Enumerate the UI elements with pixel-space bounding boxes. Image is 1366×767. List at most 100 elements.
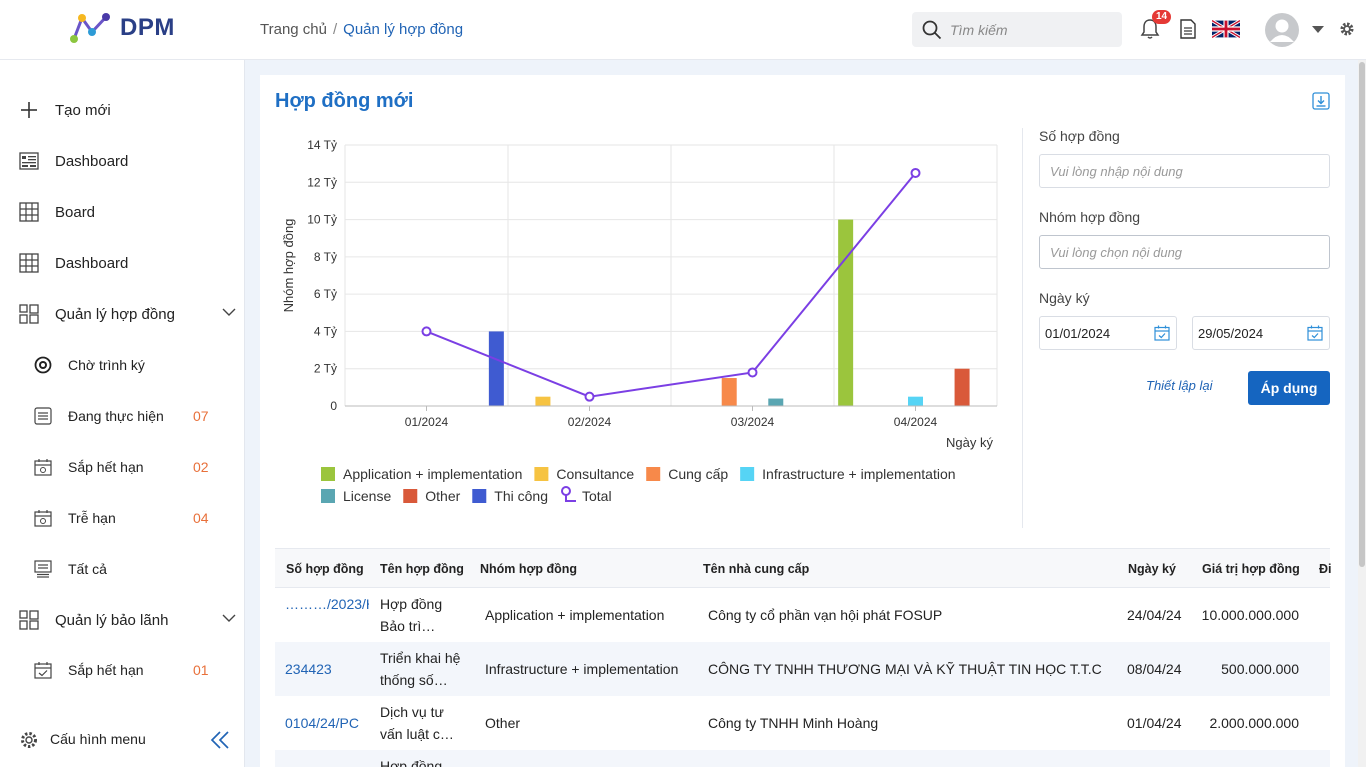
menu-config-label[interactable]: Cấu hình menu [50,731,146,747]
document-icon[interactable] [1180,19,1196,39]
table-row[interactable]: ………/2023/HĐDV Hợp đồng Bảo trì… Applicat… [275,588,1330,642]
column-header[interactable]: Giá trị hợp đồng [1202,562,1300,576]
sidebar-item-label: Trễ hạn [68,510,116,526]
caret-down-icon[interactable] [1312,26,1324,34]
sidebar-item-board[interactable]: Board [0,192,245,232]
contract-number-link[interactable]: ………/2023/HĐDV [285,596,369,612]
contract-value: 10.000.000.000 [1201,607,1299,623]
search-input[interactable] [950,21,1100,38]
y-tick-label: 2 Tỷ [314,362,337,376]
settings-icon[interactable] [19,730,39,750]
apply-button[interactable]: Áp dụng [1248,371,1330,405]
modules-icon [19,304,39,324]
download-icon[interactable] [1312,92,1330,110]
list-icon [34,407,52,425]
card-title: Hợp đồng mới [275,90,414,112]
contract-group: Infrastructure + implementation [485,661,679,677]
contract-name: Triển khai hệ thống số… [380,650,461,688]
date-to-value: 29/05/2024 [1198,325,1264,341]
logo-text: DPM [120,14,175,41]
legend: Application + implementation Consultance C… [321,466,956,504]
count-badge: 02 [193,459,209,475]
legend-swatch [646,467,661,481]
supplier-name: Công ty TNHH Minh Hoàng [708,715,879,731]
column-header[interactable]: Tên hợp đồng [380,562,464,576]
sidebar-item-label: Tất cả [68,561,107,577]
contract-no-input[interactable] [1039,154,1330,188]
sidebar-item-overdue[interactable]: Trễ hạn 04 [0,498,245,538]
column-header[interactable]: Số hợp đồng [286,562,364,576]
sidebar-item-all[interactable]: Tất cả [0,549,245,589]
contract-group-select[interactable] [1039,235,1330,269]
date-to-picker[interactable]: 29/05/2024 [1192,316,1330,350]
search-icon [922,20,942,39]
sidebar-item-dashboard[interactable]: Dashboard [0,141,245,181]
sign-date: 01/04/24 [1127,715,1182,731]
sidebar-item-dashboard-2[interactable]: Dashboard [0,243,245,283]
y-tick-label: 0 [330,399,337,413]
bar [721,378,737,406]
breadcrumb-home[interactable]: Trang chủ [260,21,327,38]
sidebar-item-pending-sign[interactable]: Chờ trình ký [0,345,245,385]
table-row[interactable]: 0104/24/PC Dịch vụ tư vấn luật c… Other … [275,696,1330,750]
column-header[interactable]: Nhóm hợp đồng [480,562,578,576]
chevron-down-icon[interactable] [222,308,236,317]
contract-no-label: Số hợp đồng [1039,128,1120,144]
x-tick-label: 01/2024 [405,415,449,429]
legend-swatch [564,495,576,502]
contract-number-link[interactable]: 234423 [285,661,332,677]
sidebar-item-create[interactable]: Tạo mới [0,90,245,130]
sidebar-item-guarantee-management[interactable]: Quản lý bảo lãnh [0,600,245,640]
legend-label: License [343,488,391,504]
sidebar-item-contract-management[interactable]: Quản lý hợp đồng [0,294,245,334]
logo-icon [70,13,110,43]
legend-swatch [321,489,335,503]
calendar-icon [34,459,52,476]
y-tick-label: 10 Tỷ [307,213,337,227]
sidebar-item-guarantee-expiring[interactable]: Sắp hết hạn 01 [0,650,245,690]
table-row[interactable]: Hợp đồng [275,750,1330,767]
sidebar-item-in-progress[interactable]: Đang thực hiện 07 [0,396,245,436]
supplier-name: CÔNG TY TNHH THƯƠNG MẠI VÀ KỸ THUẬT TIN … [708,661,1102,677]
page-scrollbar[interactable] [1358,60,1366,767]
legend-swatch [560,486,571,496]
contract-group-label: Nhóm hợp đồng [1039,209,1141,225]
table-row[interactable]: 234423 Triển khai hệ thống số… Infrastru… [275,642,1330,696]
sidebar-item-label: Sắp hết hạn [68,662,144,678]
breadcrumb-current[interactable]: Quản lý hợp đồng [343,21,464,38]
column-header[interactable]: Đi [1319,562,1332,576]
calendar-icon [1154,325,1170,341]
logo[interactable]: DPM [70,12,175,44]
calendar-check-icon [34,662,52,679]
scrollbar-thumb[interactable] [1359,62,1365,567]
reset-button[interactable]: Thiết lập lại [1146,378,1213,393]
chevron-down-icon[interactable] [222,614,236,623]
contract-name: Hợp đồng [380,758,443,767]
uk-flag-icon[interactable] [1212,20,1240,38]
dashboard-icon [19,152,39,170]
y-axis-label: Nhóm hợp đồng [281,219,296,313]
sidebar-item-label: Đang thực hiện [68,408,164,424]
date-from-picker[interactable]: 01/01/2024 [1039,316,1177,350]
clock-icon [34,356,52,374]
gear-icon[interactable] [1338,20,1356,38]
column-header[interactable]: Tên nhà cung cấp [703,562,810,576]
sidebar-item-expiring[interactable]: Sắp hết hạn 02 [0,447,245,487]
top-bar: DPM Trang chủ / Quản lý hợp đồng 14 [0,0,1366,60]
contracts-chart: 0 2 Tỷ 4 Tỷ 6 Tỷ 8 Tỷ 10 Tỷ 12 Tỷ 14 Tỷ 01/2024 0… [281,138,998,504]
x-tick-label: 02/2024 [568,415,612,429]
search-box[interactable] [912,12,1122,47]
avatar[interactable] [1264,12,1300,48]
total-point [747,367,758,378]
contract-number-link[interactable]: 0104/24/PC [285,715,359,731]
total-line [421,167,921,402]
contract-name: Hợp đồng Bảo trì… [380,596,443,634]
sidebar-item-label: Tạo mới [55,101,111,119]
count-badge: 01 [193,662,209,678]
column-header[interactable]: Ngày ký [1128,562,1176,576]
bars [488,219,970,406]
collapse-sidebar-icon[interactable] [210,731,230,749]
legend-label: Infrastructure + implementation [762,466,955,482]
sidebar: Tạo mới Dashboard Board Dashboard Quản l… [0,60,245,767]
bar [908,396,923,406]
